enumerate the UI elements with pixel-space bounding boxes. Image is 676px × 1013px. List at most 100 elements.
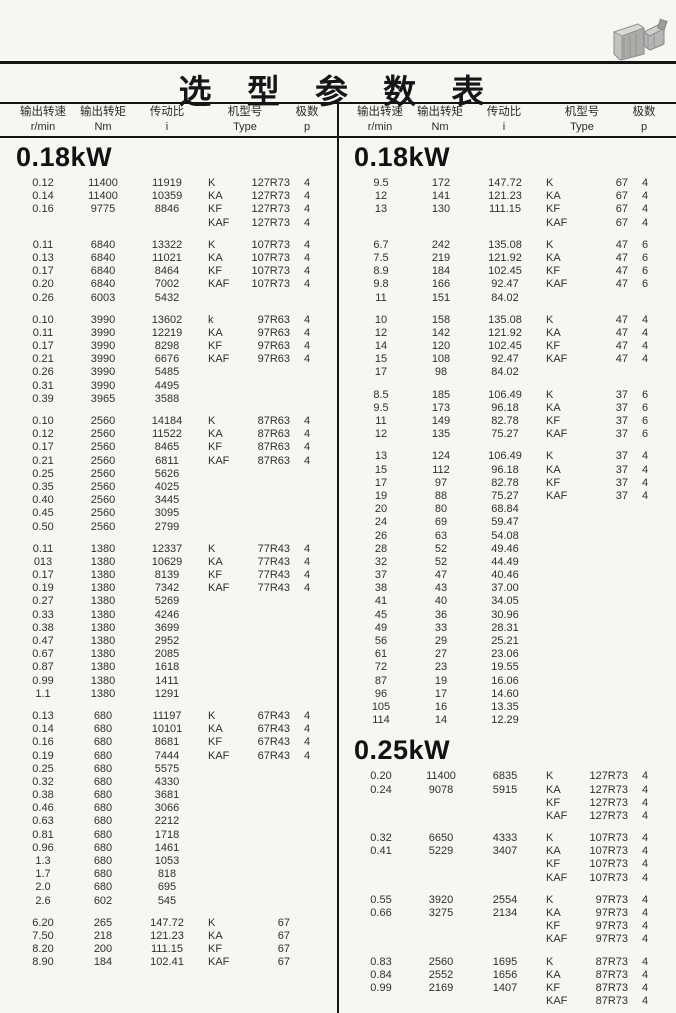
cell-output-torque: 184 [93,956,113,969]
cell-poles: 6 [641,401,649,414]
cell-output-torque: 680 [93,815,113,828]
column-header-unit: Nm [94,121,112,133]
cell-output-speed: 24 [374,516,388,529]
cell-output-torque: 1380 [90,595,116,608]
cell-output-speed: 13 [374,203,388,216]
cell-type-prefix: KF [546,476,561,489]
cell-type-model: 67 [615,216,628,229]
cell-poles: 6 [641,388,649,401]
cell-output-speed: 0.81 [32,828,54,841]
cell-type-prefix: K [208,916,216,929]
cell-output-torque: 3920 [428,893,454,906]
cell-type-model: 97R73 [595,907,628,919]
cell-output-speed: 0.31 [32,379,54,392]
cell-poles: 4 [303,441,311,454]
column-header-output-torque: 输出转矩 Nm [72,104,134,135]
column-header-label: 机型号 [564,106,600,118]
cell-output-torque: 2560 [90,467,116,480]
cell-output-speed: 15 [374,353,388,366]
cell-output-speed: 1.1 [35,687,51,700]
cell-ratio: 1411 [155,674,179,687]
cell-ratio: 49.46 [491,542,519,555]
cell-type-model: 107R73 [589,845,628,858]
cell-ratio: 1695 [492,955,518,968]
cell-type-prefix: K [546,770,554,783]
cell-poles: 4 [303,238,311,251]
cell-poles: 4 [641,340,649,353]
ratio-block: 0.12 11400 11919 K 127R73 4 0.14 11400 10359 KA 12… [14,177,338,230]
cell-type-model: 87R73 [595,995,628,1008]
cell-output-torque: 680 [93,855,113,867]
table-row: 41 40 34.05 [352,595,676,608]
cell-ratio: 8681 [154,736,180,749]
cell-output-speed: 7.5 [373,251,389,264]
cell-type-model: 67 [277,956,290,969]
table-row: 0.32 6650 4333 K 107R73 4 [352,832,676,845]
cell-output-torque: 130 [431,203,451,216]
ratio-block: 10 158 135.08 K 47 4 12 142 121.92 KA 47 4 14 120 102.… [352,314,676,380]
cell-output-speed: 0.19 [32,749,54,762]
table-row: 49 33 28.31 [352,622,676,635]
cell-output-speed: 9.8 [373,278,389,291]
cell-type-model: 47 [615,340,628,353]
cell-output-torque: 218 [93,929,113,942]
cell-ratio: 5915 [492,783,518,796]
table-row: 0.31 3990 4495 [14,380,338,393]
cell-poles: 4 [641,933,649,946]
ratio-block: 0.10 2560 14184 K 87R63 4 0.12 2560 11522 KA 87R63… [14,415,338,534]
cell-ratio: 84.02 [491,291,519,304]
cell-ratio: 10629 [151,555,183,568]
cell-output-speed: 0.96 [32,841,54,854]
column-header-output-speed: 输出转速 r/min [351,104,409,135]
cell-ratio: 10101 [151,723,183,736]
cell-type-prefix: KAF [208,278,230,291]
cell-output-torque: 135 [431,428,451,441]
cell-type-model: 47 [615,265,628,278]
cell-type-model: 87R63 [257,428,290,441]
cell-type-prefix: KA [546,968,561,981]
cell-type-prefix: KF [546,920,561,933]
table-row: 13 124 106.49 K 37 4 [352,450,676,463]
cell-ratio: 6835 [492,770,518,783]
cell-output-speed: 0.83 [370,955,392,968]
cell-type-model: 37 [615,489,628,502]
cell-type-model: 37 [615,450,628,463]
cell-type-model: 67 [277,916,290,929]
cell-ratio: 7002 [154,278,180,291]
cell-output-torque: 242 [431,238,451,251]
cell-output-torque: 680 [93,868,113,881]
column-header-unit: r/min [367,121,393,133]
table-row: 0.12 11400 11919 K 127R73 4 [14,177,338,190]
table-row: 2.0 680 695 [14,881,338,894]
cell-output-torque: 23 [434,661,448,674]
cell-ratio: 92.47 [491,353,519,366]
column-header-label: 输出转矩 [80,106,126,118]
cell-ratio: 13602 [151,313,183,326]
table-row: 61 27 23.06 [352,648,676,661]
cell-output-torque: 680 [93,775,113,788]
cell-output-torque: 680 [93,723,113,736]
cell-ratio: 84.02 [491,366,519,379]
cell-output-torque: 2560 [90,428,116,441]
cell-poles: 4 [303,190,311,203]
cell-output-speed: 20 [374,503,388,516]
cell-output-torque: 1380 [90,687,116,700]
table-row: 14 120 102.45 KF 47 4 [352,340,676,353]
cell-type-model: 37 [615,388,628,401]
cell-output-torque: 680 [93,789,113,802]
cell-poles: 4 [303,177,311,189]
table-row: 0.26 3990 5485 [14,366,338,379]
cell-ratio: 7342 [154,582,180,595]
cell-type-prefix: KF [208,736,223,749]
table-row: 0.26 6003 5432 [14,292,338,305]
cell-poles: 4 [303,582,311,595]
cell-output-torque: 1380 [90,648,116,661]
cell-ratio: 16.06 [491,674,519,687]
cell-output-speed: 0.55 [370,893,392,906]
cell-output-torque: 19 [434,674,448,687]
cell-output-torque: 11400 [88,177,118,189]
cell-type-model: 47 [615,326,628,339]
cell-output-torque: 3275 [428,907,454,919]
cell-output-speed: 0.10 [32,313,54,326]
cell-type-model: 97R73 [595,893,628,906]
